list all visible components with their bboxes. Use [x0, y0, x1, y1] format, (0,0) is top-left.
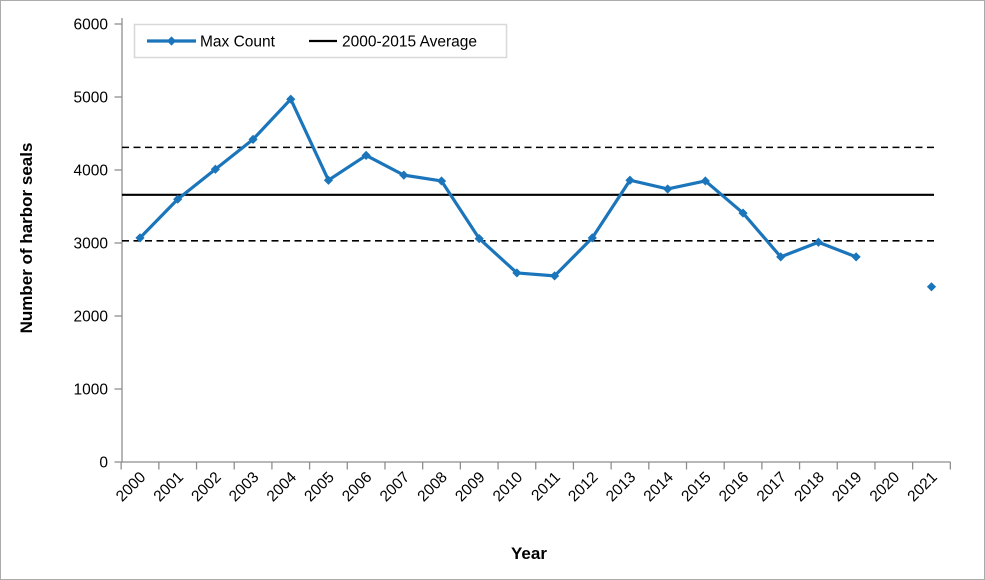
y-tick-label: 1000	[74, 382, 109, 399]
x-tick-label: 2016	[716, 469, 752, 505]
y-tick-label: 2000	[74, 309, 109, 326]
max-count-marker	[399, 170, 409, 180]
max-count-marker	[926, 282, 937, 292]
max-count-marker	[663, 184, 673, 194]
legend-max-count-marker	[166, 36, 177, 46]
x-axis: 2000 2001 2002 2003 2004 2005 2006 2007 2008 2009…	[113, 461, 951, 563]
max-count-marker	[173, 194, 183, 204]
max-count-marker	[700, 176, 710, 186]
y-tick-label: 3000	[74, 236, 109, 253]
x-tick-label: 2013	[603, 469, 639, 505]
max-count-marker	[323, 175, 334, 185]
y-tick-label: 4000	[74, 163, 109, 180]
max-count-marker	[738, 208, 748, 218]
x-tick-label: 2019	[829, 469, 865, 505]
x-tick-label: 2001	[151, 469, 187, 505]
max-count-marker	[286, 94, 296, 104]
series-max-count	[135, 94, 937, 292]
max-count-marker	[776, 252, 786, 262]
x-tick-label: 2015	[678, 469, 714, 505]
max-count-marker	[248, 134, 258, 144]
legend-max-count-label: Max Count	[200, 34, 276, 51]
x-tick-label: 2020	[867, 469, 904, 506]
max-count-marker	[549, 271, 560, 281]
x-tick-label: 2000	[113, 469, 150, 506]
max-count-marker	[587, 233, 597, 243]
legend: Max Count 2000-2015 Average	[133, 23, 508, 59]
y-tick-label: 6000	[74, 17, 109, 34]
x-tick-label: 2006	[339, 469, 375, 505]
x-tick-label: 2011	[528, 469, 564, 505]
x-tick-label: 2018	[791, 469, 827, 505]
max-count-marker	[813, 237, 824, 247]
legend-average-label: 2000-2015 Average	[342, 34, 477, 51]
x-tick-label: 2021	[904, 469, 940, 505]
x-tick-label: 2009	[452, 469, 488, 505]
y-tick-label: 5000	[74, 90, 109, 107]
max-count-marker	[361, 150, 371, 160]
y-axis: 0 1000 2000 3000 4000 5000 6000 Number of harbo…	[17, 17, 123, 472]
x-tick-label: 2007	[377, 469, 413, 505]
x-tick-label: 2002	[188, 469, 224, 505]
x-tick-label: 2003	[226, 469, 262, 505]
max-count-marker	[474, 234, 484, 244]
max-count-marker	[851, 252, 861, 262]
x-axis-title: Year	[511, 544, 547, 563]
max-count-marker	[512, 268, 522, 278]
x-tick-label: 2014	[641, 469, 678, 506]
x-tick-label: 2005	[301, 469, 337, 505]
x-tick-label: 2004	[264, 469, 301, 506]
max-count-marker	[210, 164, 220, 174]
max-count-line	[138, 97, 858, 278]
max-count-marker	[135, 233, 145, 243]
x-tick-label: 2012	[565, 469, 601, 505]
y-tick-label: 0	[99, 455, 108, 472]
x-tick-label: 2017	[754, 469, 790, 505]
x-tick-label: 2010	[490, 469, 527, 506]
max-count-marker	[436, 176, 447, 186]
max-count-marker	[625, 175, 635, 185]
y-axis-title: Number of harbor seals	[17, 143, 36, 334]
x-tick-label: 2008	[414, 469, 450, 505]
reference-lines	[122, 146, 934, 242]
